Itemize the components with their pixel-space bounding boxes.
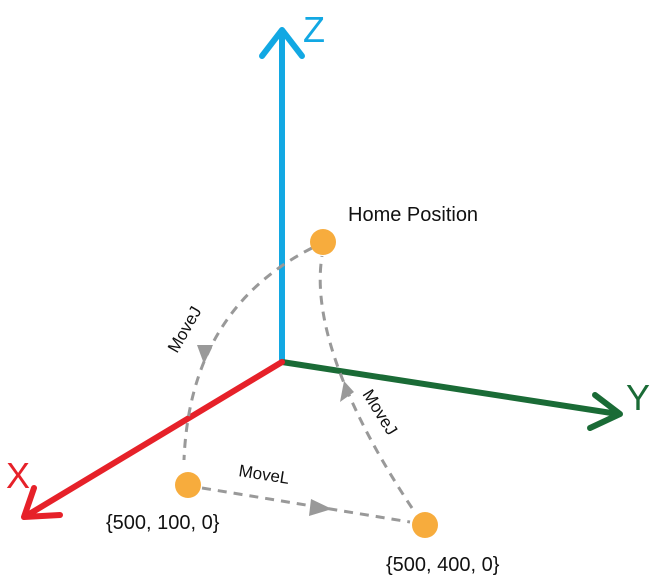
point-p2-marker (412, 512, 438, 538)
z-axis-label: Z (303, 9, 325, 50)
point-p1-label: {500, 100, 0} (106, 512, 220, 534)
movej-arrow-home-to-p1 (197, 345, 213, 364)
y-axis-arrowhead (587, 392, 623, 431)
movej-arrow-p2-to-home (340, 381, 354, 402)
movel-arrow-p1-to-p2 (309, 499, 332, 516)
movel-path-p1-to-p2: MoveL (201, 461, 411, 524)
home-position-label: Home Position (348, 204, 478, 226)
point-p2: {500, 400, 0} (386, 512, 500, 576)
x-axis: X (6, 359, 285, 520)
home-position-marker (310, 229, 336, 255)
x-axis-label: X (6, 455, 30, 496)
movej-path-home-to-p1: MoveJ (164, 246, 313, 461)
y-axis-line (279, 359, 621, 417)
movej-label-p2-to-home: MoveJ (359, 386, 402, 439)
x-axis-arrowhead (21, 485, 63, 520)
z-axis-arrowhead (259, 27, 305, 59)
movel-line-p1-to-p2 (201, 486, 411, 524)
x-axis-line (23, 359, 285, 519)
point-p1: {500, 100, 0} (106, 472, 220, 534)
movej-curve-p2-to-home (318, 255, 414, 509)
y-axis-label: Y (626, 377, 650, 418)
movel-label-p1-to-p2: MoveL (237, 461, 290, 488)
z-axis: Z (259, 9, 325, 365)
y-axis: Y (279, 359, 650, 431)
point-home: Home Position (310, 204, 478, 255)
point-p2-label: {500, 400, 0} (386, 554, 500, 576)
movej-curve-home-to-p1 (182, 246, 313, 461)
point-p1-marker (175, 472, 201, 498)
